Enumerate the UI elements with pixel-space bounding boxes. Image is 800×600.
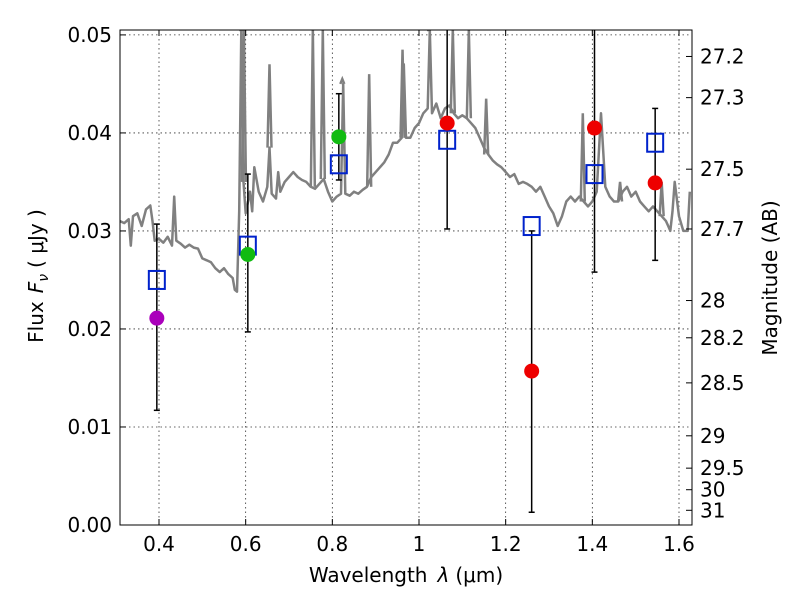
spectrum-spike [579, 113, 587, 202]
right-tick-label: 28.2 [700, 326, 745, 350]
right-tick-label: 27.7 [700, 217, 745, 241]
model-point [585, 164, 604, 185]
right-tick-label: 27.3 [700, 86, 745, 110]
spectrum-spike [482, 98, 490, 155]
model-point [646, 132, 665, 153]
right-tick-label: 27.2 [700, 44, 745, 68]
x-tick-label: 1.4 [576, 532, 608, 556]
spectrum-spike [266, 64, 273, 148]
x-tick-label: 1.2 [490, 532, 522, 556]
grid [120, 30, 692, 526]
model-point [438, 129, 457, 150]
spectrum-spike [240, 30, 248, 182]
right-tick-label: 28 [700, 289, 725, 313]
y-axis-label: FluxFν( μJy ) [24, 209, 52, 343]
y-tick-label: 0.01 [67, 415, 112, 439]
right-tick-label: 31 [700, 498, 725, 522]
y-axis-right-label: Magnitude (AB) [758, 200, 782, 355]
observed-point [149, 310, 165, 326]
spectrum-spike [449, 30, 457, 114]
model-point [147, 269, 166, 290]
spectrum-line [120, 30, 692, 293]
right-tick-label: 28.5 [700, 371, 745, 395]
observed-point [240, 246, 256, 262]
x-tick-label: 0.8 [316, 532, 348, 556]
y-tick-label: 0.04 [67, 121, 112, 145]
model-point [522, 216, 541, 237]
x-axis-label: Wavelength λ (μm) [309, 563, 503, 587]
x-tick-label: 1.6 [663, 532, 695, 556]
right-tick-label: 29.5 [700, 456, 745, 480]
spectrum-spike [365, 74, 373, 187]
right-tick-label: 30 [700, 478, 725, 502]
observed-point [587, 120, 602, 136]
model-point [329, 154, 348, 175]
plot-frame [119, 29, 693, 526]
x-tick-label: 0.4 [143, 532, 175, 556]
plot-area [120, 30, 692, 514]
spectrum-spike [399, 49, 406, 138]
observed-point [331, 129, 347, 145]
axes: 0.4 0.6 0.8 1 1.2 1.4 1.6 0.00 0.01 0.02 0.03 0.04 0… [67, 23, 744, 556]
observed-point [647, 175, 663, 191]
observed-point [524, 363, 540, 379]
spectrum-spike [465, 30, 473, 119]
y-tick-label: 0.05 [67, 23, 112, 47]
y-tick-label: 0.02 [67, 317, 112, 341]
right-tick-label: 29 [700, 424, 725, 448]
spectrum-spike [616, 181, 624, 202]
x-tick-label: 1 [413, 532, 426, 556]
right-tick-label: 27.5 [700, 157, 745, 181]
spectrum-spike [309, 30, 317, 187]
y-tick-label: 0.00 [67, 513, 112, 537]
spectrum-spike [339, 75, 346, 85]
y-tick-label: 0.03 [67, 219, 112, 243]
spectrum-spike [319, 30, 327, 180]
observed-point [439, 115, 455, 131]
x-tick-label: 0.6 [230, 532, 262, 556]
